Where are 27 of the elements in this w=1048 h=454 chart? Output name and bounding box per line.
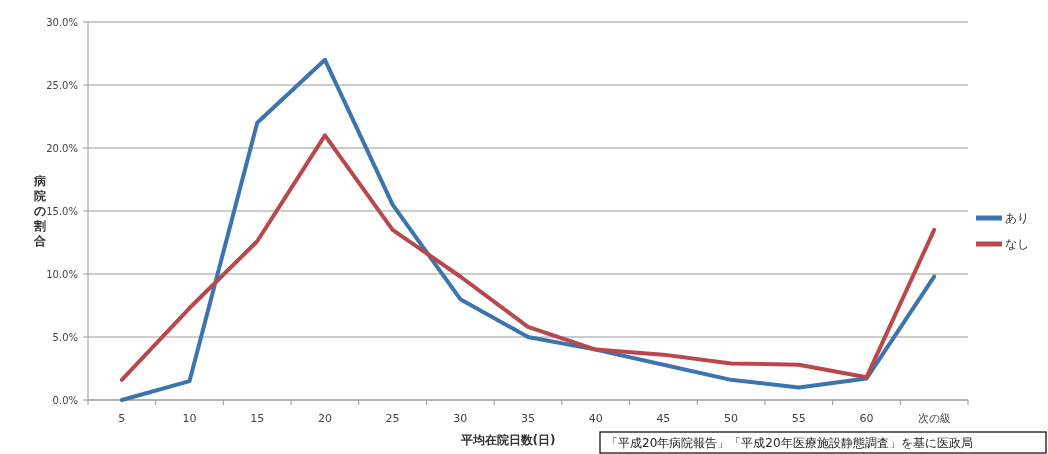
legend-label: あり [1005,211,1029,226]
y-tick-label: 20.0% [46,142,78,154]
x-tick-label: 50 [724,412,739,425]
y-tick-label: 30.0% [46,16,78,28]
y-axis-title: 病院の割合 [33,174,47,249]
x-tick-label: 5 [118,412,126,425]
y-tick-label: 25.0% [46,79,78,91]
x-tick-label: 次の級 [917,412,951,425]
y-tick-label: 5.0% [52,331,78,343]
y-tick-label: 0.0% [52,394,78,406]
y-tick-label: 10.0% [46,268,78,280]
x-tick-label: 10 [182,412,197,425]
x-tick-label: 15 [250,412,265,425]
x-tick-label: 55 [791,412,806,425]
line-series [119,133,937,382]
x-axis-title: 平均在院日数(日) [459,433,556,447]
x-tick-label: 60 [859,412,874,425]
x-tick-label: 25 [385,412,400,425]
x-tick-label: 45 [656,412,671,425]
x-tick-label: 35 [521,412,535,425]
x-tick-label: 30 [453,412,468,425]
y-tick-label: 15.0% [46,205,78,217]
legend-label: なし [1005,237,1029,252]
line-series [119,57,937,402]
x-tick-label: 40 [588,412,603,425]
text: 「平成20年病院報告」「平成20年医療施設静態調査」を基に医政局 [606,436,973,451]
x-tick-label: 20 [317,412,332,425]
